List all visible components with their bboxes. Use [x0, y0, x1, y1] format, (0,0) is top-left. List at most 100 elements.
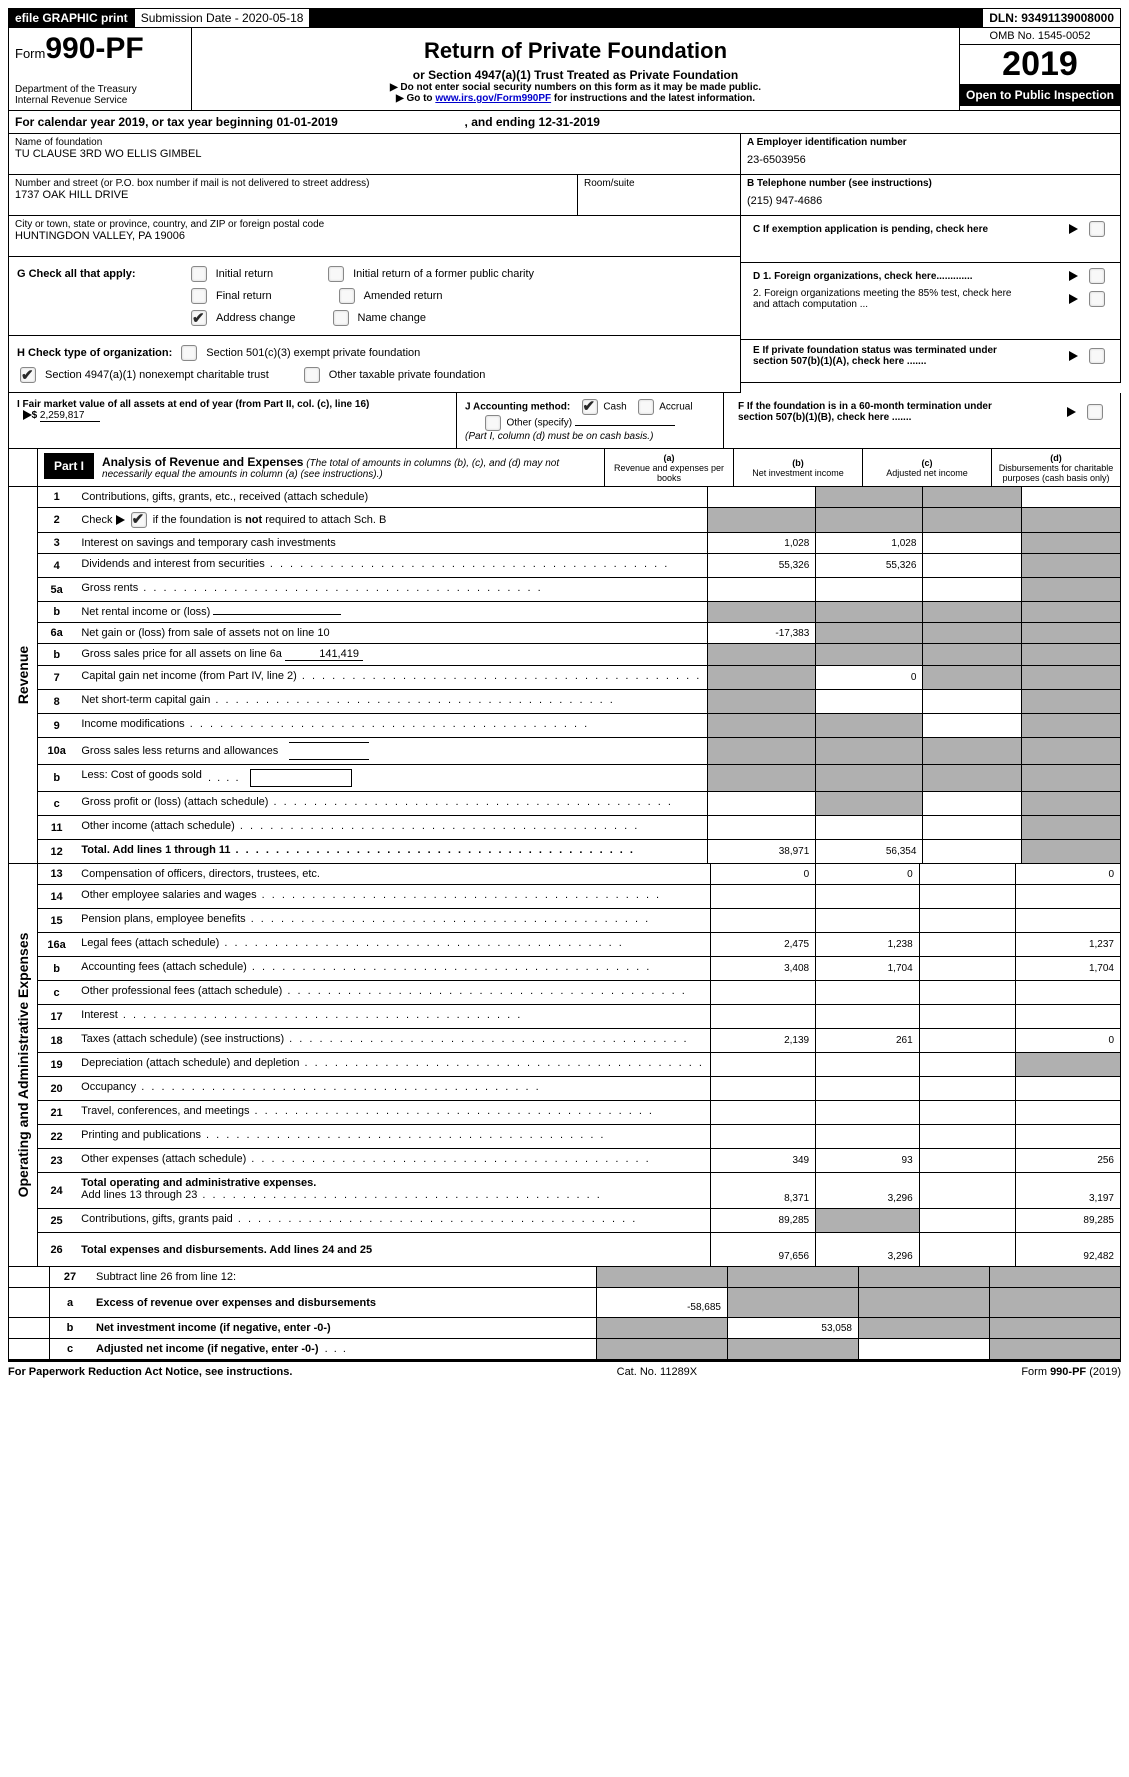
e-label: E If private foundation status was termi…	[753, 345, 1033, 367]
line-17: 17Interest	[38, 1005, 1121, 1029]
h-label: H Check type of organization:	[17, 342, 172, 364]
arrow-icon	[1069, 351, 1078, 361]
revenue-vlabel: Revenue	[8, 487, 37, 864]
revenue-section: Revenue 1Contributions, gifts, grants, e…	[8, 487, 1121, 864]
checkbox-60month[interactable]	[1087, 404, 1103, 420]
street-label: Number and street (or P.O. box number if…	[15, 178, 571, 189]
submission-date: Submission Date - 2020-05-18	[135, 9, 311, 27]
checkbox-final-return[interactable]	[191, 288, 207, 304]
line-27a: aExcess of revenue over expenses and dis…	[9, 1288, 1121, 1318]
spacer	[310, 9, 983, 27]
d1-label: D 1. Foreign organizations, check here..…	[753, 271, 973, 282]
col-a-header: (a)Revenue and expenses per books	[604, 449, 733, 486]
instructions-link-line: ▶ Go to www.irs.gov/Form990PF for instru…	[198, 93, 953, 104]
pending-label: C If exemption application is pending, c…	[753, 224, 988, 235]
line-9: 9Income modifications	[38, 714, 1121, 738]
line-10c: cGross profit or (loss) (attach schedule…	[38, 792, 1121, 816]
line-6a: 6aNet gain or (loss) from sale of assets…	[38, 623, 1121, 644]
city-label: City or town, state or province, country…	[15, 219, 734, 230]
dept-treasury: Department of the Treasury	[15, 84, 185, 95]
j-note: (Part I, column (d) must be on cash basi…	[465, 431, 653, 442]
open-inspection: Open to Public Inspection	[960, 84, 1120, 106]
city-state-zip: HUNTINGDON VALLEY, PA 19006	[15, 230, 734, 242]
checkbox-name-change[interactable]	[333, 310, 349, 326]
line-23: 23Other expenses (attach schedule)349932…	[38, 1149, 1121, 1173]
line-11: 11Other income (attach schedule)	[38, 816, 1121, 840]
checkbox-initial-former[interactable]	[328, 266, 344, 282]
checkbox-cash[interactable]	[582, 399, 598, 415]
efile-tag: efile GRAPHIC print	[9, 9, 135, 27]
col-b-header: (b)Net investment income	[733, 449, 862, 486]
line-7: 7Capital gain net income (from Part IV, …	[38, 666, 1121, 690]
arrow-icon	[1069, 224, 1078, 234]
line-4: 4Dividends and interest from securities5…	[38, 554, 1121, 578]
line-16a: 16aLegal fees (attach schedule)2,4751,23…	[38, 933, 1121, 957]
checkbox-501c3[interactable]	[181, 345, 197, 361]
line-21: 21Travel, conferences, and meetings	[38, 1101, 1121, 1125]
checkbox-other-taxable[interactable]	[304, 367, 320, 383]
omb-number: OMB No. 1545-0052	[960, 28, 1120, 45]
catalog-number: Cat. No. 11289X	[617, 1366, 698, 1378]
line-15: 15Pension plans, employee benefits	[38, 909, 1121, 933]
expenses-section: Operating and Administrative Expenses 13…	[8, 864, 1121, 1267]
i-label: I Fair market value of all assets at end…	[17, 399, 369, 410]
line-14: 14Other employee salaries and wages	[38, 885, 1121, 909]
f-label: F If the foundation is in a 60-month ter…	[738, 401, 1018, 423]
g-label: G Check all that apply:	[17, 263, 136, 285]
form-title: Return of Private Foundation	[198, 38, 953, 64]
checkbox-other-method[interactable]	[485, 415, 501, 431]
line-13: 13Compensation of officers, directors, t…	[38, 864, 1121, 885]
dept-irs: Internal Revenue Service	[15, 95, 185, 106]
form-header: Form990-PF Department of the Treasury In…	[8, 28, 1121, 111]
line-3: 3Interest on savings and temporary cash …	[38, 533, 1121, 554]
line-18: 18Taxes (attach schedule) (see instructi…	[38, 1029, 1121, 1053]
checkbox-sch-b[interactable]	[131, 512, 147, 528]
line-27c: cAdjusted net income (if negative, enter…	[9, 1339, 1121, 1360]
form-prefix: Form	[15, 46, 45, 61]
line-27b: bNet investment income (if negative, ent…	[9, 1318, 1121, 1339]
ein-label: A Employer identification number	[747, 137, 1114, 148]
checkbox-address-change[interactable]	[191, 310, 207, 326]
part1-header: Part I Analysis of Revenue and Expenses …	[8, 449, 1121, 487]
street-address: 1737 OAK HILL DRIVE	[15, 189, 571, 201]
checkbox-foreign-org[interactable]	[1089, 268, 1105, 284]
header-right: OMB No. 1545-0052 2019 Open to Public In…	[960, 28, 1120, 110]
line-26: 26Total expenses and disbursements. Add …	[38, 1233, 1121, 1267]
line-16c: cOther professional fees (attach schedul…	[38, 981, 1121, 1005]
instructions-link[interactable]: www.irs.gov/Form990PF	[435, 93, 551, 104]
line-5b: bNet rental income or (loss)	[38, 602, 1121, 623]
line-20: 20Occupancy	[38, 1077, 1121, 1101]
line-24: 24Total operating and administrative exp…	[38, 1173, 1121, 1209]
page-footer: For Paperwork Reduction Act Notice, see …	[8, 1360, 1121, 1382]
checkbox-4947a1[interactable]	[20, 367, 36, 383]
expenses-vlabel: Operating and Administrative Expenses	[8, 864, 37, 1267]
checkbox-initial-return[interactable]	[191, 266, 207, 282]
line-27: 27Subtract line 26 from line 12:	[9, 1267, 1121, 1288]
checkbox-amended-return[interactable]	[339, 288, 355, 304]
col-d-header: (d)Disbursements for charitable purposes…	[991, 449, 1120, 486]
arrow-icon	[1067, 407, 1076, 417]
section-h: H Check type of organization: Section 50…	[8, 336, 741, 393]
line-16b: bAccounting fees (attach schedule)3,4081…	[38, 957, 1121, 981]
arrow-icon	[1069, 271, 1078, 281]
line-12: 12Total. Add lines 1 through 1138,97156,…	[38, 840, 1121, 864]
phone: (215) 947-4686	[747, 195, 1114, 207]
header-left: Form990-PF Department of the Treasury In…	[9, 28, 192, 110]
tax-year: 2019	[960, 45, 1120, 84]
form-subtitle: or Section 4947(a)(1) Trust Treated as P…	[198, 68, 953, 82]
ein: 23-6503956	[747, 154, 1114, 166]
line-2: 2Check if the foundation is not required…	[38, 508, 1121, 533]
checkbox-status-terminated[interactable]	[1089, 348, 1105, 364]
form-number: 990-PF	[45, 32, 143, 65]
checkbox-accrual[interactable]	[638, 399, 654, 415]
checkbox-exemption-pending[interactable]	[1089, 221, 1105, 237]
line-19: 19Depreciation (attach schedule) and dep…	[38, 1053, 1121, 1077]
line-10a: 10aGross sales less returns and allowanc…	[38, 738, 1121, 765]
checkbox-85pct-test[interactable]	[1089, 291, 1105, 307]
j-label: J Accounting method:	[465, 402, 570, 413]
name-label: Name of foundation	[15, 137, 734, 148]
section-g: G Check all that apply: Initial return I…	[8, 257, 741, 336]
line-25: 25Contributions, gifts, grants paid89,28…	[38, 1209, 1121, 1233]
col-c-header: (c)Adjusted net income	[862, 449, 991, 486]
line-27-block: 27Subtract line 26 from line 12: aExcess…	[8, 1267, 1121, 1360]
